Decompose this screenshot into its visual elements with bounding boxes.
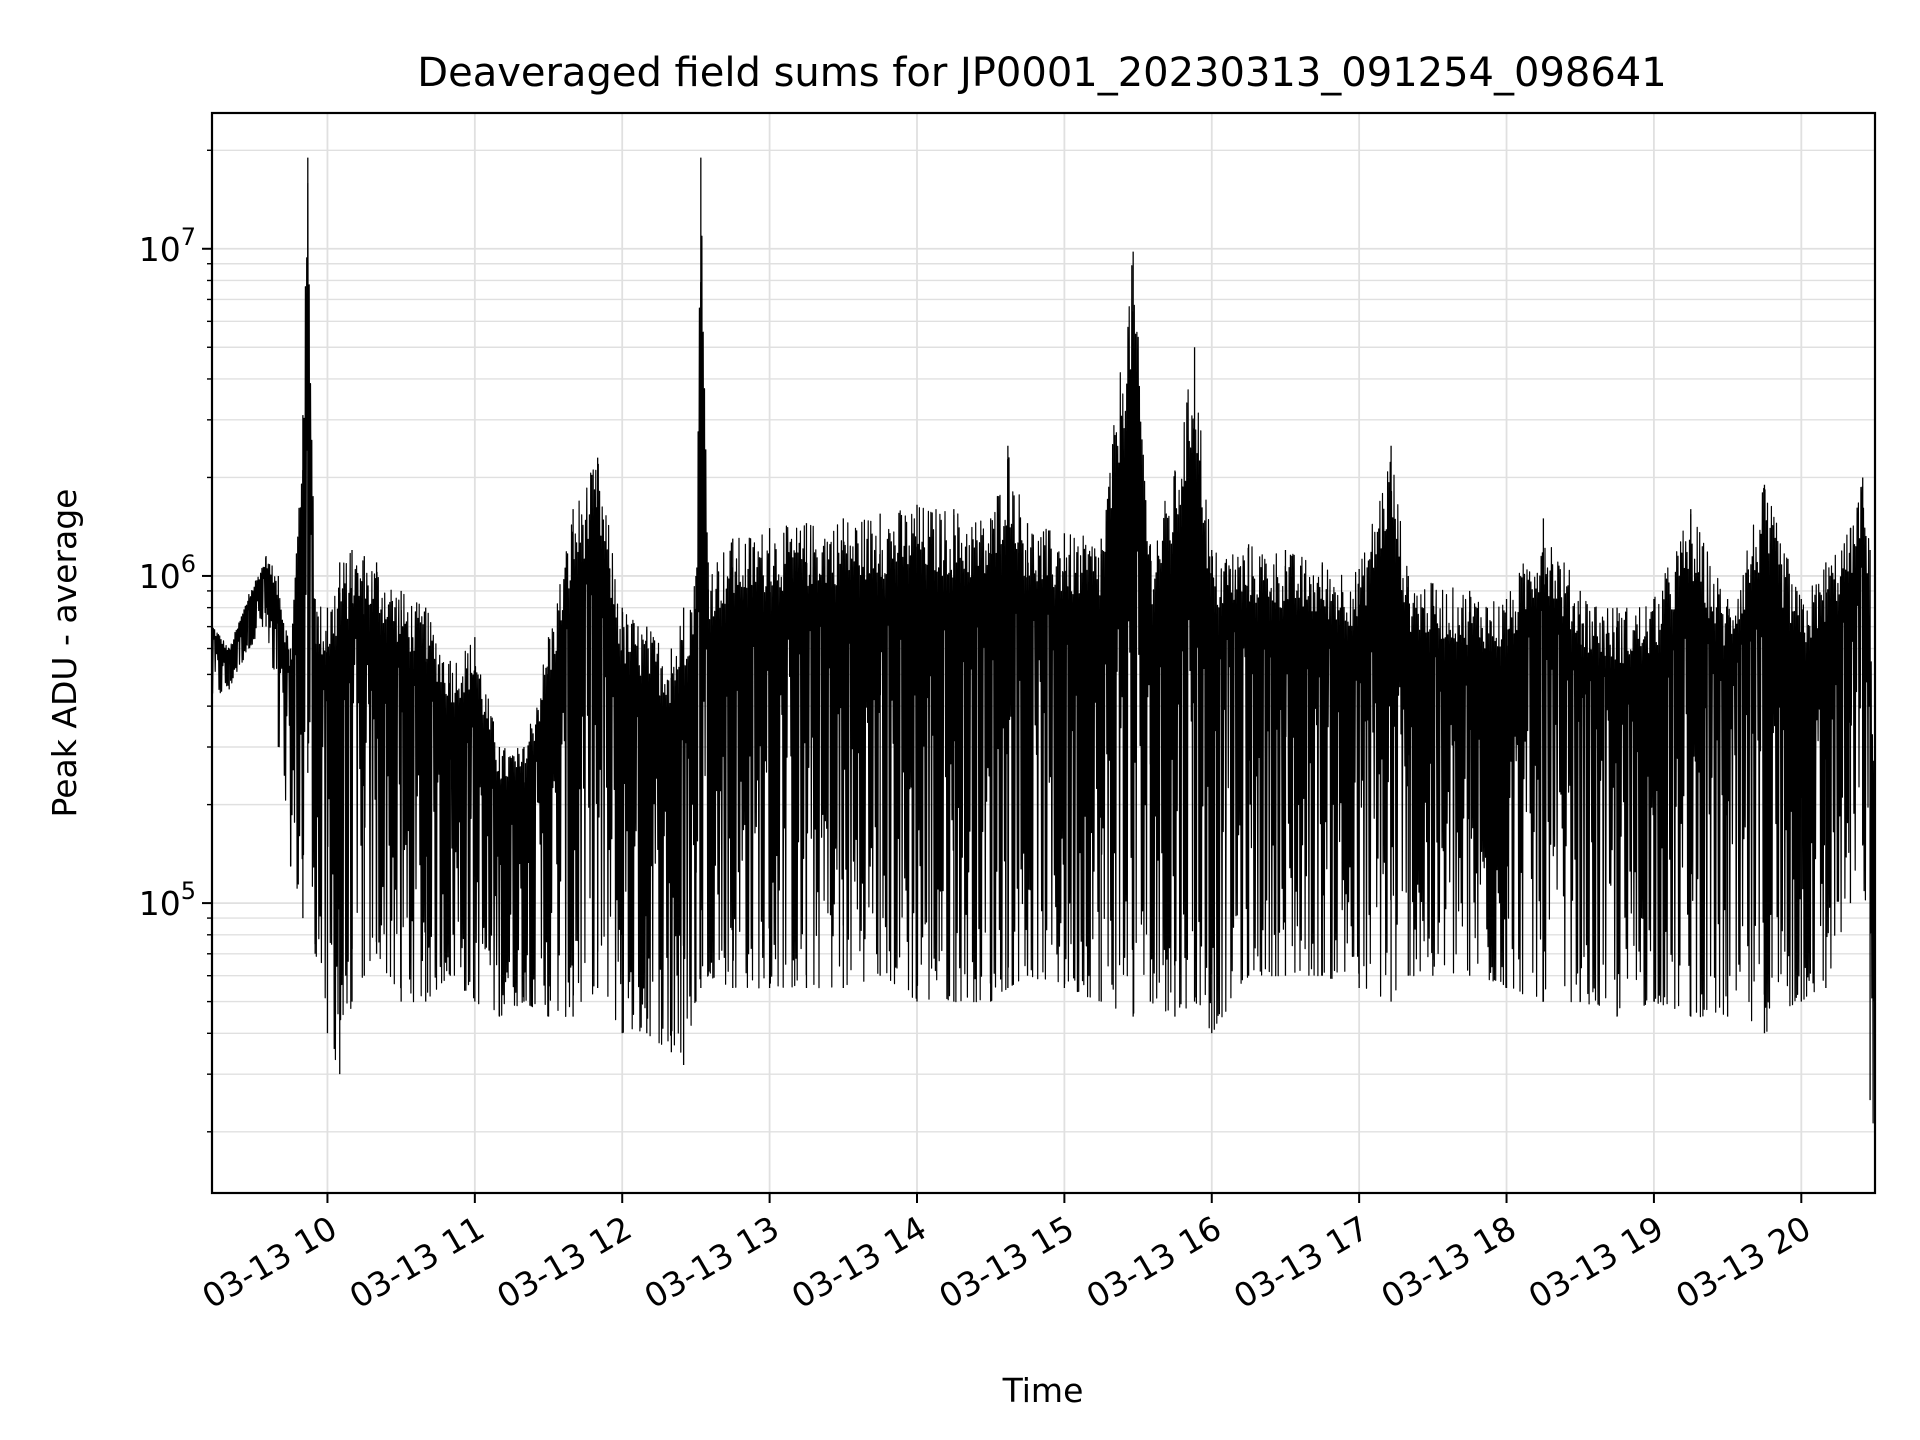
data-series [211, 157, 1876, 1147]
y-axis: 105 106 107 [139, 149, 212, 1133]
y-axis-title: Peak ADU - average [45, 489, 84, 818]
y-tick-label: 105 [139, 877, 196, 923]
y-tick-label: 107 [139, 223, 196, 269]
data-trace [211, 182, 1876, 1124]
plot-frame [210, 111, 1877, 1195]
x-axis-title: Time [1002, 1371, 1084, 1410]
chart-title: Deaveraged field sums for JP0001_2023031… [417, 50, 1666, 96]
y-tick-label: 106 [139, 550, 196, 596]
